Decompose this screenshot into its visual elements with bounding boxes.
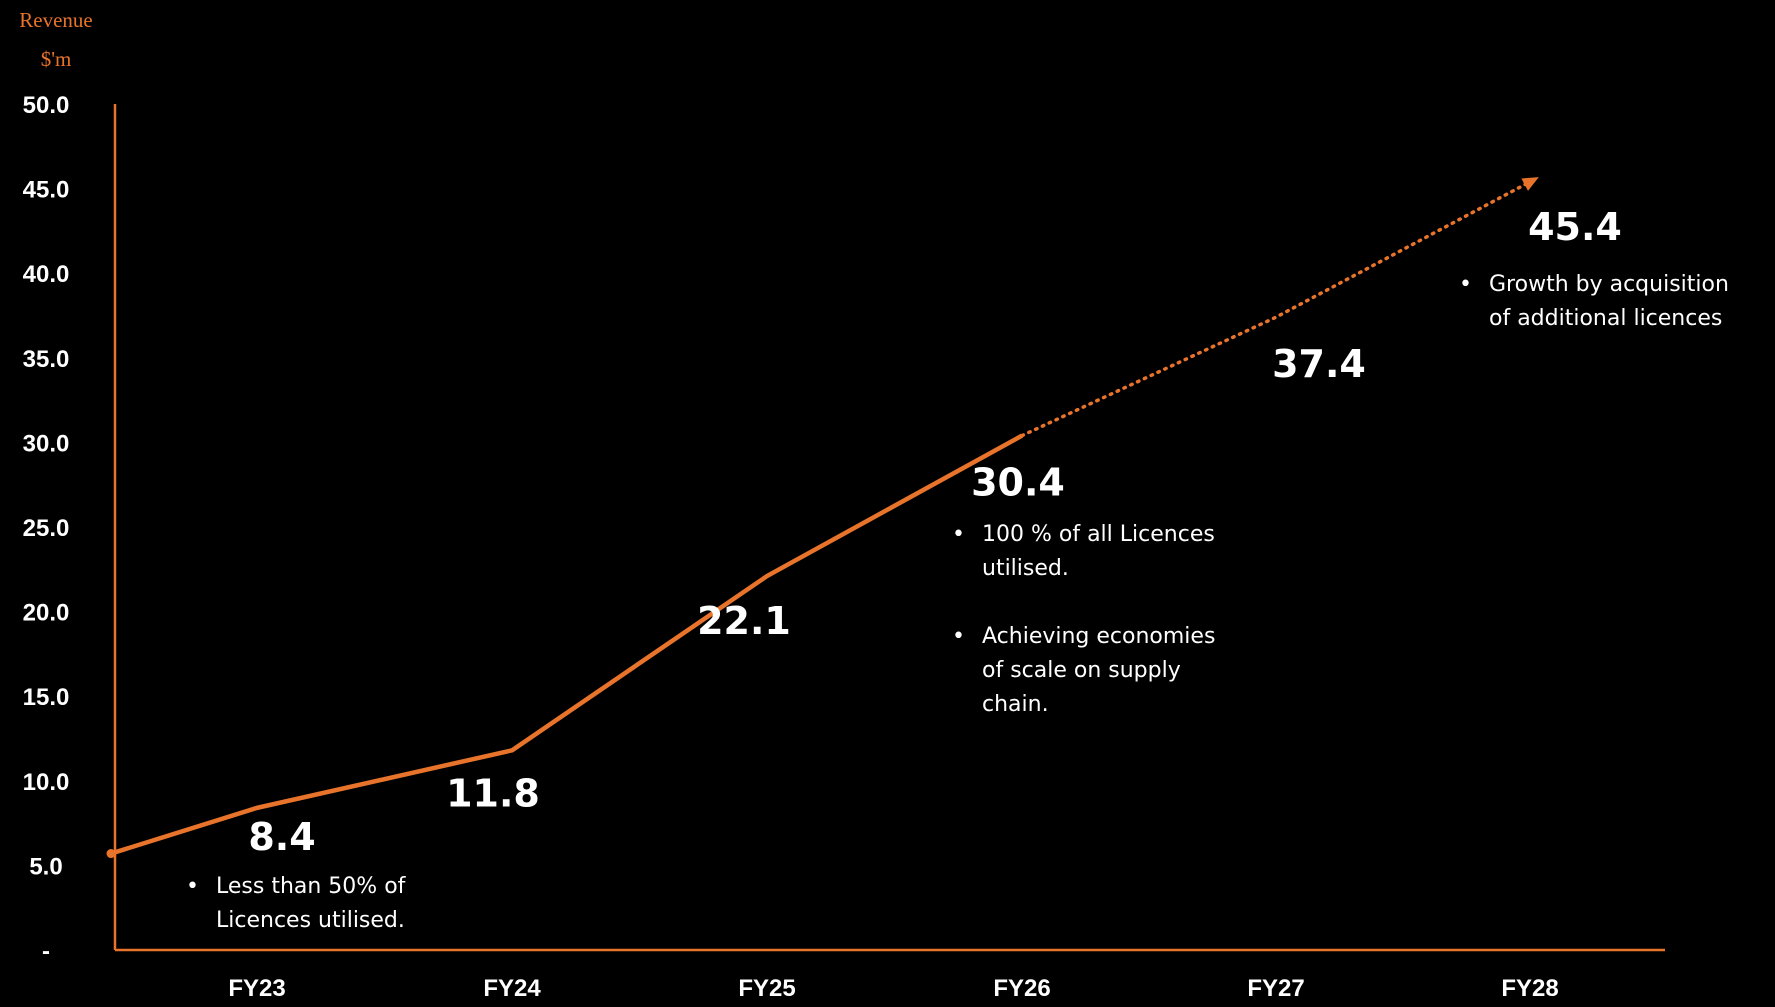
data-label: 22.1 [697,599,791,643]
projection-arrowhead [1521,177,1539,191]
annotation-text: of additional licences [1489,306,1722,331]
annotation-text: Achieving economies [982,624,1215,649]
bullet-marker: • [1459,272,1472,297]
annotation-text: 100 % of all Licences [982,522,1215,547]
y-tick-label: 25.0 [23,515,70,542]
y-axis-label-line-1: Revenue [19,8,92,32]
bullet-marker: • [952,522,965,547]
x-tick-label: FY25 [738,975,795,1002]
bullet-marker: • [952,624,965,649]
annotation-text: chain. [982,692,1049,717]
data-label: 11.8 [446,771,540,815]
x-tick-label: FY23 [228,975,285,1002]
y-tick-label: 10.0 [23,769,70,796]
x-tick-label: FY24 [483,975,541,1002]
projected-revenue-line [1020,180,1532,438]
bullet-marker: • [186,874,199,899]
data-label: 45.4 [1528,205,1622,249]
data-label: 30.4 [971,461,1065,505]
annotation-text: Licences utilised. [216,908,405,933]
y-tick-label: 20.0 [23,600,70,627]
y-tick-label: - [42,938,50,965]
y-tick-label: 50.0 [23,92,70,119]
x-tick-label: FY27 [1247,975,1304,1002]
y-tick-label: 40.0 [23,261,70,288]
data-label: 37.4 [1272,342,1366,386]
y-tick-label: 35.0 [23,346,70,373]
y-tick-label: 45.0 [23,177,70,204]
y-tick-label: 15.0 [23,684,70,711]
y-axis-label-line-2: $'m [41,47,72,71]
actual-revenue-line [110,433,1024,856]
annotation-text: Growth by acquisition [1489,272,1729,297]
data-label: 8.4 [248,815,315,859]
annotation-text: Less than 50% of [216,874,407,899]
x-tick-label: FY26 [993,975,1050,1002]
x-tick-label: FY28 [1501,975,1558,1002]
y-tick-label: 5.0 [29,853,62,880]
y-tick-label: 30.0 [23,430,70,457]
annotation-text: of scale on supply [982,658,1181,683]
series-start-point [106,849,116,859]
annotation-text: utilised. [982,556,1069,581]
